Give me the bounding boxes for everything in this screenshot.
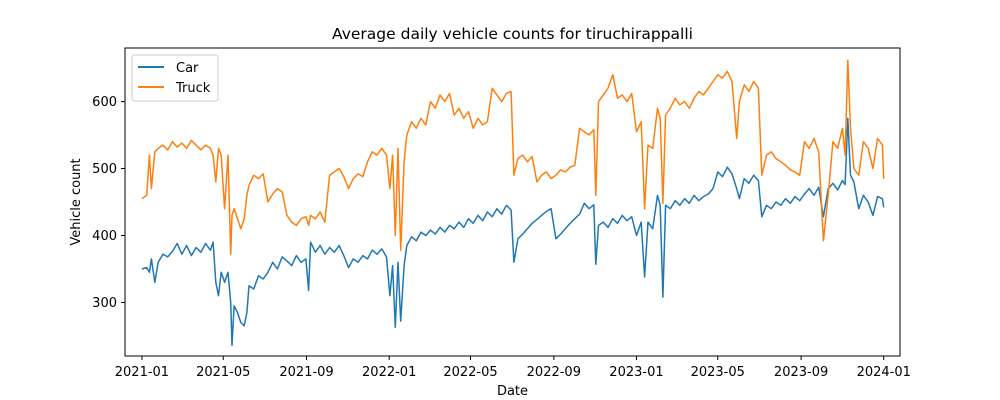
x-axis: 2021-01 2021-05 2021-09 2022-01 2022-05 2022-… xyxy=(115,356,911,380)
y-axis-label: Vehicle count xyxy=(69,158,84,245)
x-tick-label: 2021-09 xyxy=(279,365,333,380)
chart-title: Average daily vehicle counts for tiruchi… xyxy=(332,25,693,43)
y-tick-label: 400 xyxy=(92,229,117,244)
legend-label-truck: Truck xyxy=(175,81,211,96)
x-tick-label: 2022-01 xyxy=(362,365,416,380)
x-axis-label: Date xyxy=(497,384,528,399)
plot-frame xyxy=(124,47,901,357)
x-tick-label: 2024-01 xyxy=(857,365,911,380)
x-tick-label: 2021-01 xyxy=(115,365,169,380)
legend-label-car: Car xyxy=(176,61,199,76)
x-tick-label: 2023-01 xyxy=(609,365,663,380)
plot-area xyxy=(141,59,885,347)
x-tick-label: 2022-09 xyxy=(527,365,581,380)
y-axis: 300 400 500 600 xyxy=(92,95,125,311)
x-tick-label: 2023-05 xyxy=(691,365,745,380)
x-tick-label: 2023-09 xyxy=(774,365,828,380)
y-tick-label: 300 xyxy=(92,296,117,311)
series-line-truck xyxy=(141,59,885,255)
y-tick-label: 500 xyxy=(92,162,117,177)
x-tick-label: 2021-05 xyxy=(196,365,250,380)
y-tick-label: 600 xyxy=(92,95,117,110)
series-line-car xyxy=(141,117,885,347)
x-tick-label: 2022-05 xyxy=(443,365,497,380)
legend: Car Truck xyxy=(131,54,219,102)
